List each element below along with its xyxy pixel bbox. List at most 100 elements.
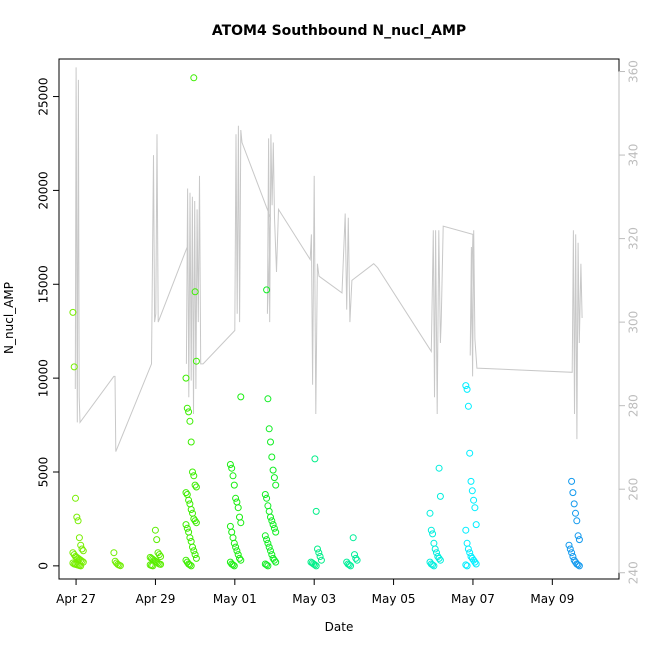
scatter-point (149, 562, 157, 570)
scatter-point (261, 491, 269, 498)
scatter-point (182, 521, 190, 529)
scatter-point (185, 408, 193, 416)
scatter-point (347, 562, 355, 570)
scatter-point (268, 453, 276, 461)
scatter-point (568, 549, 576, 557)
scatter-point (234, 551, 242, 559)
scatter-point (351, 551, 358, 559)
scatter-point (187, 438, 195, 446)
scatter-point (116, 562, 124, 570)
scatter-point (183, 524, 191, 532)
scatter-point (183, 404, 191, 412)
scatter-point (312, 507, 320, 515)
scatter-point (78, 545, 86, 553)
scatter-point (316, 553, 324, 560)
scatter-point (187, 506, 195, 513)
scatter-point (226, 461, 234, 468)
scatter-point (472, 560, 480, 568)
scatter-point (468, 487, 476, 495)
scatter-point (187, 562, 195, 570)
scatter-point (232, 494, 240, 502)
scatter-point (462, 382, 470, 390)
scatter-point (311, 561, 319, 569)
scatter-point (570, 500, 578, 508)
x-tick-label: May 05 (372, 592, 416, 606)
scatter-point (182, 489, 190, 497)
scatter-point (436, 556, 444, 564)
scatter-point (314, 545, 321, 553)
scatter-point (151, 526, 159, 534)
scatter-point (345, 561, 353, 569)
scatter-point (155, 551, 163, 559)
scatter-point (353, 556, 361, 564)
scatter-point (192, 357, 200, 365)
scatter-point (234, 504, 242, 512)
y-right-tick-label: 280 (627, 394, 641, 417)
right-axis-trace (74, 67, 583, 452)
scatter-point (267, 438, 274, 446)
scatter-point (228, 464, 236, 472)
scatter-point (471, 558, 479, 566)
scatter-point (236, 554, 243, 562)
scatter-point (311, 455, 319, 463)
y-axis-left: 0 5000 10000 15000 20000 25000 (37, 77, 60, 570)
scatter-point (191, 481, 199, 489)
scatter-point (569, 489, 577, 497)
y-right-tick-label: 240 (627, 561, 641, 584)
scatter-point (272, 558, 280, 566)
scatter-point (70, 363, 78, 371)
scatter-point (237, 393, 245, 401)
scatter-point (472, 521, 480, 529)
scatter-point (466, 449, 474, 457)
y-tick-label: 20000 (37, 171, 51, 209)
scatter-point (430, 562, 438, 570)
scatter-point (569, 553, 577, 560)
scatter-point (185, 496, 193, 504)
scatter-point (229, 561, 237, 569)
scatter-point (237, 519, 245, 527)
scatter-point (462, 526, 470, 534)
y-right-tick-label: 360 (627, 60, 641, 83)
y-axis-right: 240 260 280 300 320 340 360 (618, 60, 641, 584)
scatter-point (431, 545, 439, 553)
y-tick-label: 10000 (37, 359, 51, 397)
x-tick-label: May 01 (213, 592, 257, 606)
scatter-point (265, 543, 273, 551)
y-right-tick-label: 320 (627, 227, 641, 250)
scatter-point (237, 556, 245, 564)
scatter-point (72, 494, 79, 502)
scatter-point (435, 554, 443, 562)
x-tick-label: May 03 (292, 592, 336, 606)
scatter-point (230, 562, 238, 570)
scatter-point (189, 468, 196, 476)
scatter-point (77, 541, 85, 549)
scatter-point (574, 532, 582, 540)
scatter-point (270, 474, 278, 482)
scatter-point (191, 551, 199, 559)
scatter-point (79, 547, 87, 555)
scatter-point (263, 536, 271, 544)
scatter-point (270, 556, 278, 564)
scatter-point (77, 562, 85, 570)
scatter-point (466, 549, 474, 557)
y-right-tick-label: 300 (627, 311, 641, 334)
scatter-point (426, 509, 434, 517)
scatter-point (464, 402, 472, 410)
scatter-point (566, 545, 574, 553)
scatter-point (186, 417, 194, 425)
scatter-point (272, 528, 280, 536)
scatter-point (110, 549, 118, 557)
scatter-point (191, 517, 199, 525)
scatter-point (427, 526, 435, 534)
y-tick-label: 5000 (37, 457, 51, 488)
x-tick-label: May 09 (530, 592, 574, 606)
scatter-point (261, 532, 269, 540)
scatter-point (269, 521, 277, 529)
scatter-point (157, 560, 165, 568)
scatter-point (575, 536, 583, 544)
scatter-point (230, 481, 238, 489)
scatter-point (349, 534, 357, 542)
scatter-point (429, 530, 437, 538)
scatter-point (268, 517, 276, 525)
